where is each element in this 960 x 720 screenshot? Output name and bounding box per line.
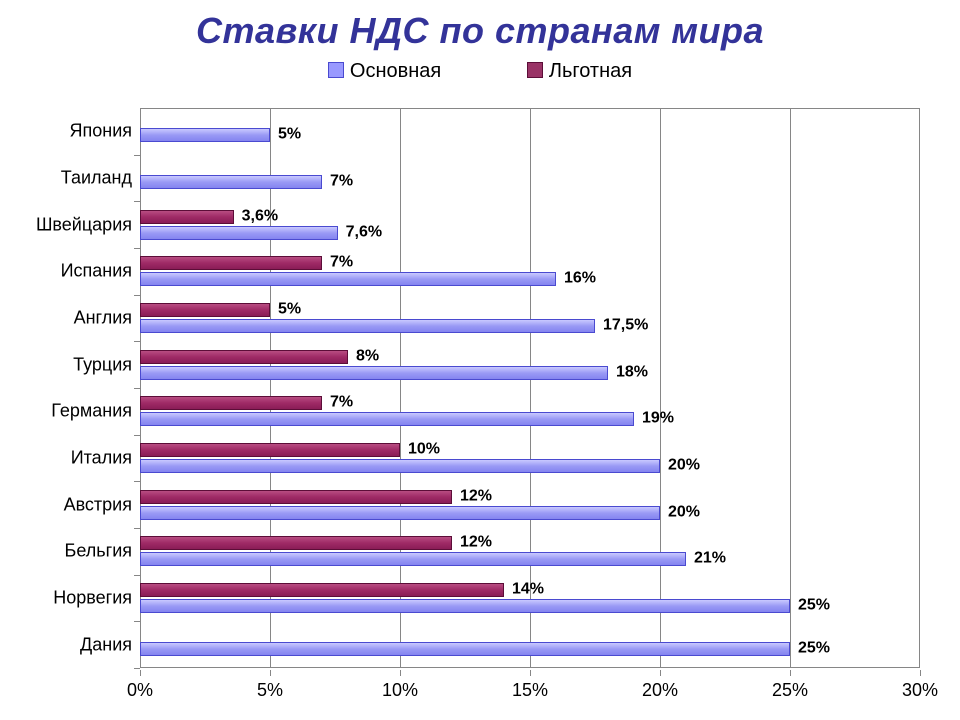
value-label-reduced: 12% bbox=[460, 487, 492, 505]
legend-item-main: Основная bbox=[328, 60, 441, 83]
grid-line bbox=[790, 108, 791, 668]
x-tick bbox=[920, 670, 921, 676]
y-tick bbox=[134, 388, 140, 389]
value-label-reduced: 3,6% bbox=[242, 207, 278, 225]
y-tick bbox=[134, 435, 140, 436]
x-axis-label: 10% bbox=[382, 680, 418, 701]
y-tick bbox=[134, 295, 140, 296]
category-label: Швейцария bbox=[2, 214, 132, 235]
value-label-reduced: 5% bbox=[278, 301, 301, 319]
bar-reduced bbox=[140, 490, 452, 504]
bar-reduced bbox=[140, 396, 322, 410]
y-tick bbox=[134, 201, 140, 202]
chart-title: Ставки НДС по странам мира bbox=[0, 0, 960, 52]
bar-reduced bbox=[140, 210, 234, 224]
bar-main bbox=[140, 366, 608, 380]
value-label-main: 21% bbox=[694, 550, 726, 568]
grid-line bbox=[660, 108, 661, 668]
x-axis-label: 25% bbox=[772, 680, 808, 701]
y-tick bbox=[134, 248, 140, 249]
value-label-main: 7% bbox=[330, 173, 353, 191]
bar-main bbox=[140, 552, 686, 566]
value-label-main: 25% bbox=[798, 597, 830, 615]
bar-main bbox=[140, 175, 322, 189]
plot-area: 0%5%10%15%20%25%30%Япония5%Таиланд7%Швей… bbox=[140, 108, 920, 668]
bar-main bbox=[140, 506, 660, 520]
bar-reduced bbox=[140, 303, 270, 317]
category-label: Германия bbox=[2, 401, 132, 422]
x-tick bbox=[790, 670, 791, 676]
category-label: Япония bbox=[2, 121, 132, 142]
legend: Основная Льготная bbox=[0, 60, 960, 83]
bar-main bbox=[140, 599, 790, 613]
category-label: Норвегия bbox=[2, 588, 132, 609]
value-label-main: 5% bbox=[278, 126, 301, 144]
bar-main bbox=[140, 272, 556, 286]
bar-main bbox=[140, 642, 790, 656]
bar-main bbox=[140, 412, 634, 426]
legend-label-reduced: Льготная bbox=[549, 60, 632, 82]
category-label: Австрия bbox=[2, 494, 132, 515]
bar-reduced bbox=[140, 536, 452, 550]
x-tick bbox=[400, 670, 401, 676]
category-label: Бельгия bbox=[2, 541, 132, 562]
bar-main bbox=[140, 459, 660, 473]
x-axis-label: 0% bbox=[127, 680, 153, 701]
y-tick bbox=[134, 481, 140, 482]
value-label-reduced: 8% bbox=[356, 347, 379, 365]
value-label-main: 20% bbox=[668, 503, 700, 521]
category-label: Испания bbox=[2, 261, 132, 282]
y-tick bbox=[134, 155, 140, 156]
value-label-main: 7,6% bbox=[346, 223, 382, 241]
legend-swatch-main bbox=[328, 62, 344, 78]
value-label-main: 19% bbox=[642, 410, 674, 428]
legend-label-main: Основная bbox=[350, 60, 441, 82]
value-label-main: 17,5% bbox=[603, 317, 648, 335]
y-tick bbox=[134, 575, 140, 576]
category-label: Италия bbox=[2, 448, 132, 469]
x-tick bbox=[140, 670, 141, 676]
vat-chart: Ставки НДС по странам мира Основная Льго… bbox=[0, 0, 960, 720]
x-axis-label: 20% bbox=[642, 680, 678, 701]
y-tick bbox=[134, 668, 140, 669]
legend-swatch-reduced bbox=[527, 62, 543, 78]
value-label-main: 25% bbox=[798, 639, 830, 657]
category-label: Таиланд bbox=[2, 168, 132, 189]
bar-reduced bbox=[140, 350, 348, 364]
value-label-main: 18% bbox=[616, 363, 648, 381]
bar-main bbox=[140, 319, 595, 333]
bar-main bbox=[140, 226, 338, 240]
x-axis-label: 5% bbox=[257, 680, 283, 701]
x-tick bbox=[660, 670, 661, 676]
value-label-main: 16% bbox=[564, 270, 596, 288]
bar-reduced bbox=[140, 583, 504, 597]
bar-reduced bbox=[140, 256, 322, 270]
category-label: Дания bbox=[2, 634, 132, 655]
category-label: Англия bbox=[2, 308, 132, 329]
bar-main bbox=[140, 128, 270, 142]
category-label: Турция bbox=[2, 354, 132, 375]
bar-reduced bbox=[140, 443, 400, 457]
value-label-reduced: 7% bbox=[330, 254, 353, 272]
x-tick bbox=[530, 670, 531, 676]
x-axis-label: 30% bbox=[902, 680, 938, 701]
value-label-reduced: 14% bbox=[512, 581, 544, 599]
y-tick bbox=[134, 341, 140, 342]
x-axis-label: 15% bbox=[512, 680, 548, 701]
y-tick bbox=[134, 528, 140, 529]
x-tick bbox=[270, 670, 271, 676]
y-tick bbox=[134, 621, 140, 622]
value-label-reduced: 10% bbox=[408, 441, 440, 459]
value-label-main: 20% bbox=[668, 457, 700, 475]
legend-item-reduced: Льготная bbox=[527, 60, 632, 83]
value-label-reduced: 7% bbox=[330, 394, 353, 412]
value-label-reduced: 12% bbox=[460, 534, 492, 552]
